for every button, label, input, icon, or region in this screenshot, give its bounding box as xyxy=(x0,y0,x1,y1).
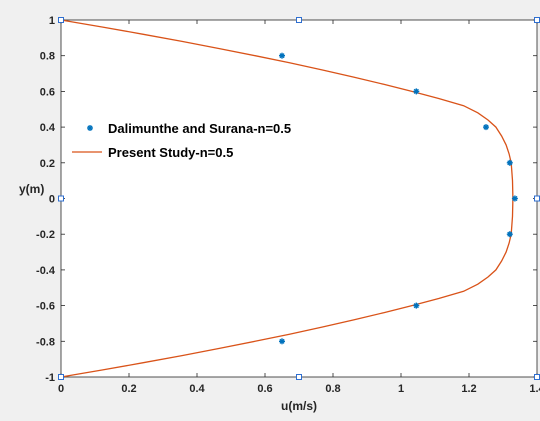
plot-area xyxy=(60,19,538,378)
legend-label-markers: Dalimunthe and Surana-n=0.5 xyxy=(108,121,291,136)
x-tick-label: 0.6 xyxy=(257,383,272,395)
y-tick-label: -1 xyxy=(45,372,55,384)
data-point xyxy=(279,338,285,345)
resize-handle[interactable] xyxy=(58,195,64,202)
selection-handles xyxy=(58,17,540,380)
resize-handle[interactable] xyxy=(58,17,64,23)
y-tick-label: 0 xyxy=(49,194,55,206)
resize-handle[interactable] xyxy=(534,374,540,380)
x-tick-label: 0.2 xyxy=(121,383,136,395)
legend-item-markers: Dalimunthe and Surana-n=0.5 xyxy=(87,121,291,136)
resize-handle[interactable] xyxy=(534,195,540,202)
x-tick-label: 0 xyxy=(58,383,64,395)
data-point xyxy=(483,124,489,131)
y-tick-label: 1 xyxy=(49,15,55,27)
resize-handle[interactable] xyxy=(58,374,64,380)
x-tick-label: 0.4 xyxy=(189,383,205,395)
y-tick-label: 0.6 xyxy=(40,86,55,98)
x-axis-label: u(m/s) xyxy=(281,399,317,413)
data-point xyxy=(413,302,420,309)
x-tick-label: 1.2 xyxy=(461,383,476,395)
y-axis-label: y(m) xyxy=(19,182,44,196)
legend-marker xyxy=(87,125,93,131)
legend: Dalimunthe and Surana-n=0.5 Present Stud… xyxy=(72,121,291,160)
x-tick-label: 1 xyxy=(398,383,404,395)
series-layer xyxy=(60,19,518,378)
data-point xyxy=(279,52,285,59)
resize-handle[interactable] xyxy=(296,17,302,23)
data-point xyxy=(511,195,518,202)
legend-item-line: Present Study-n=0.5 xyxy=(72,145,233,160)
resize-handle[interactable] xyxy=(534,17,540,23)
y-tick-label: 0.4 xyxy=(40,122,56,134)
y-tick-label: 0.8 xyxy=(40,51,55,63)
y-tick-label: -0.2 xyxy=(36,229,55,241)
y-tick-label: -0.6 xyxy=(36,301,55,313)
y-tick-label: 0.2 xyxy=(40,158,55,170)
data-point xyxy=(506,231,513,238)
legend-label-line: Present Study-n=0.5 xyxy=(108,145,233,160)
resize-handle[interactable] xyxy=(296,374,302,380)
x-tick-label: 0.8 xyxy=(325,383,340,395)
data-point xyxy=(413,88,420,95)
data-point xyxy=(506,159,513,166)
y-tick-label: -0.4 xyxy=(36,265,56,277)
ticks: 0 0.2 0.4 0.6 0.8 1 1.2 1.4 1 0.8 0.6 0.4 0.2 0 -0.2 -0… xyxy=(36,15,540,395)
y-tick-label: -0.8 xyxy=(36,336,55,348)
x-tick-label: 1.4 xyxy=(529,383,540,395)
